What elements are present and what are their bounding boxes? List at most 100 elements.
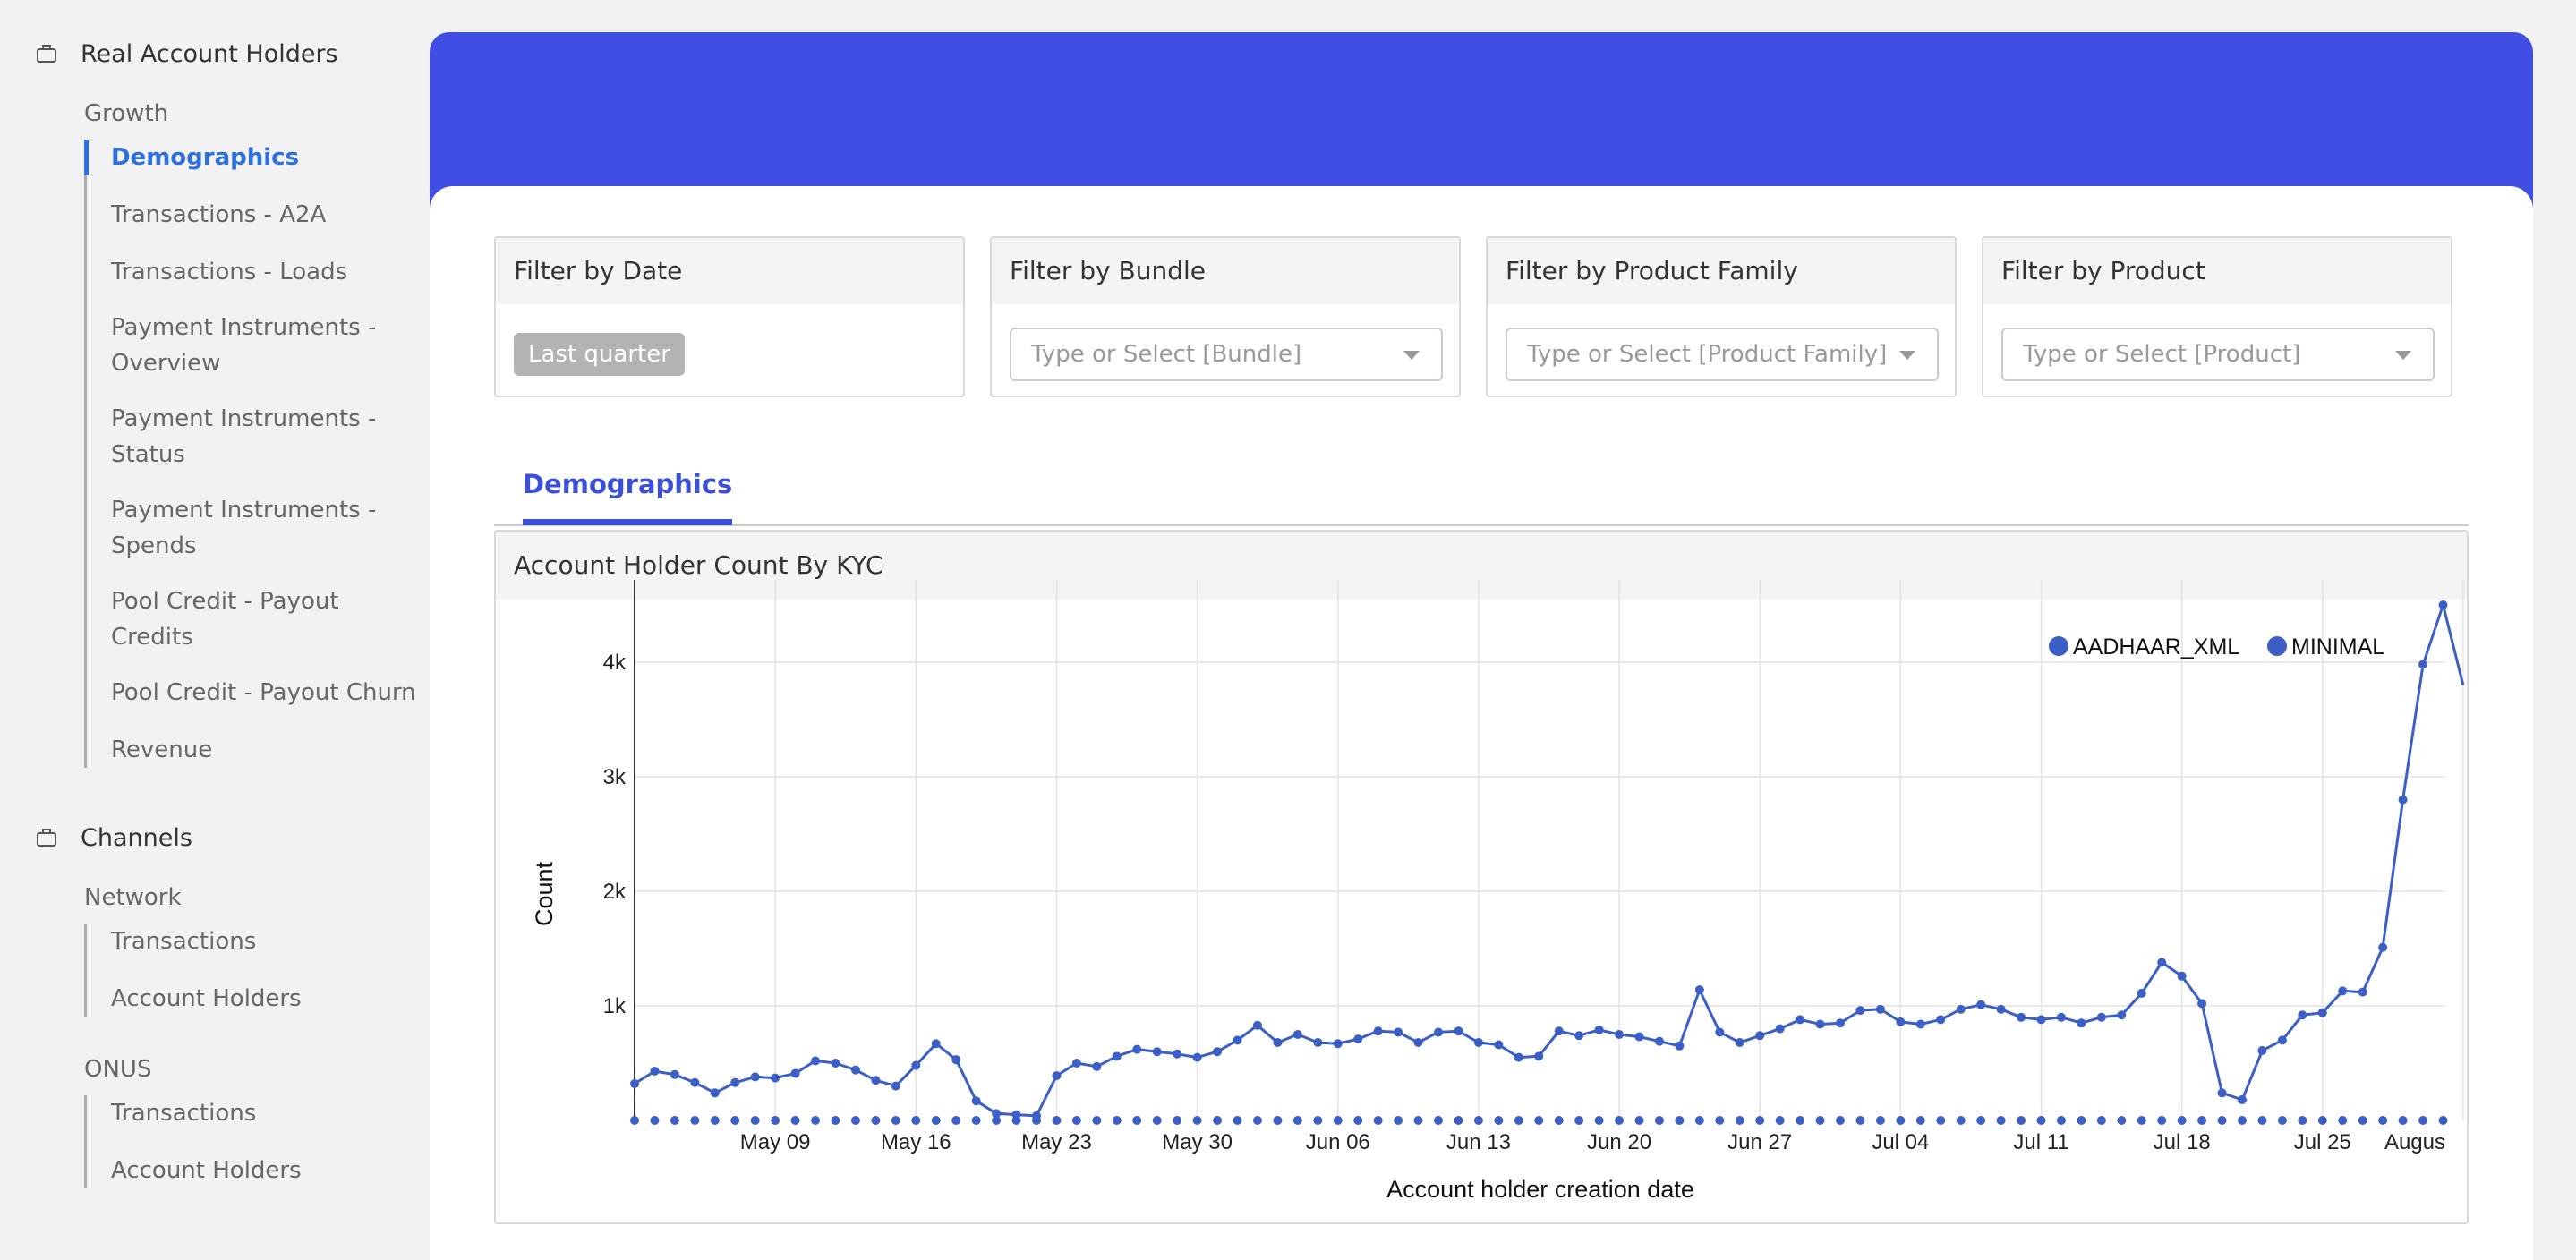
sidebar-item-pool-credit-payout-credits[interactable]: Pool Credit - Payout Credits bbox=[111, 588, 339, 651]
data-point-aadhaar-xml bbox=[1735, 1037, 1744, 1047]
data-point-aadhaar-xml bbox=[1936, 1015, 1946, 1025]
sidebar-item-revenue[interactable]: Revenue bbox=[111, 736, 213, 763]
data-point-minimal bbox=[1092, 1116, 1102, 1125]
tab-bar: Demographics bbox=[494, 447, 2469, 526]
data-point-minimal bbox=[1011, 1116, 1021, 1125]
data-point-aadhaar-xml bbox=[630, 1079, 639, 1089]
filter-title: Filter by Bundle bbox=[992, 238, 1459, 304]
data-point-minimal bbox=[2096, 1116, 2106, 1125]
sidebar-item-payment-instruments-overview[interactable]: Payment Instruments - Overview bbox=[111, 314, 377, 377]
x-tick-label: Jul 18 bbox=[2154, 1130, 2211, 1154]
data-point-aadhaar-xml bbox=[2257, 1045, 2267, 1055]
filter-product-family: Filter by Product Family Type or Select … bbox=[1486, 236, 1957, 397]
filter-title: Filter by Product bbox=[1983, 238, 2451, 304]
data-point-aadhaar-xml bbox=[1896, 1017, 1906, 1026]
product-family-select[interactable]: Type or Select [Product Family] bbox=[1506, 328, 1939, 381]
sidebar-item-payment-instruments-spends[interactable]: Payment Instruments - Spends bbox=[111, 497, 377, 559]
data-point-minimal bbox=[1836, 1116, 1845, 1125]
data-point-minimal bbox=[992, 1116, 1002, 1125]
data-point-aadhaar-xml bbox=[1554, 1026, 1564, 1036]
data-point-aadhaar-xml bbox=[2277, 1035, 2287, 1045]
sidebar-item-transactions-a2a[interactable]: Transactions - A2A bbox=[111, 201, 327, 228]
network-nav-group: Transactions Account Holders bbox=[84, 924, 424, 1017]
data-point-aadhaar-xml bbox=[1434, 1027, 1443, 1037]
data-point-minimal bbox=[1353, 1116, 1363, 1125]
data-point-minimal bbox=[1534, 1116, 1544, 1125]
data-point-aadhaar-xml bbox=[1875, 1004, 1885, 1014]
data-point-aadhaar-xml bbox=[911, 1060, 921, 1070]
data-point-minimal bbox=[1594, 1116, 1604, 1125]
x-tick-label: Jun 06 bbox=[1306, 1130, 1370, 1154]
sidebar-item-network-transactions[interactable]: Transactions bbox=[111, 928, 257, 955]
x-tick-label: May 30 bbox=[1162, 1130, 1233, 1154]
chart-title: Account Holder Count By KYC bbox=[496, 532, 2467, 600]
data-point-minimal bbox=[710, 1116, 720, 1125]
data-point-minimal bbox=[2117, 1116, 2127, 1125]
data-point-minimal bbox=[850, 1116, 860, 1125]
legend-marker-minimal bbox=[2267, 636, 2287, 656]
data-point-minimal bbox=[1394, 1116, 1403, 1125]
data-point-aadhaar-xml bbox=[931, 1039, 941, 1049]
product-select[interactable]: Type or Select [Product] bbox=[2001, 328, 2435, 381]
data-point-minimal bbox=[2257, 1116, 2267, 1125]
data-point-minimal bbox=[630, 1116, 639, 1125]
data-point-minimal bbox=[730, 1116, 740, 1125]
filter-product: Filter by Product Type or Select [Produc… bbox=[1982, 236, 2452, 397]
data-point-minimal bbox=[1313, 1116, 1323, 1125]
data-point-minimal bbox=[2317, 1116, 2327, 1125]
data-point-minimal bbox=[1071, 1116, 1081, 1125]
data-point-aadhaar-xml bbox=[2096, 1012, 2106, 1022]
data-point-minimal bbox=[2177, 1116, 2187, 1125]
data-point-aadhaar-xml bbox=[1071, 1059, 1081, 1068]
data-point-aadhaar-xml bbox=[2238, 1094, 2247, 1104]
data-point-aadhaar-xml bbox=[650, 1066, 660, 1076]
tab-demographics[interactable]: Demographics bbox=[523, 469, 733, 525]
data-point-aadhaar-xml bbox=[1615, 1030, 1625, 1039]
legend-marker-aadhaar-xml bbox=[2049, 636, 2068, 656]
caret-down-icon bbox=[1899, 351, 1915, 360]
sidebar-item-onus-transactions[interactable]: Transactions bbox=[111, 1100, 257, 1127]
data-point-aadhaar-xml bbox=[2298, 1010, 2307, 1020]
x-tick-label: Jun 27 bbox=[1727, 1130, 1792, 1154]
data-point-aadhaar-xml bbox=[1192, 1052, 1202, 1062]
bundle-select[interactable]: Type or Select [Bundle] bbox=[1010, 328, 1443, 381]
section-channels[interactable]: Channels bbox=[36, 818, 192, 857]
data-point-minimal bbox=[1735, 1116, 1744, 1125]
date-chip[interactable]: Last quarter bbox=[514, 333, 685, 376]
sidebar-item-pool-credit-payout-churn[interactable]: Pool Credit - Payout Churn bbox=[111, 679, 416, 706]
x-tick-label: May 23 bbox=[1021, 1130, 1092, 1154]
data-point-aadhaar-xml bbox=[1915, 1019, 1925, 1029]
legend-label-minimal: MINIMAL bbox=[2291, 634, 2384, 660]
data-point-minimal bbox=[771, 1116, 780, 1125]
filter-bundle: Filter by Bundle Type or Select [Bundle] bbox=[990, 236, 1461, 397]
data-point-aadhaar-xml bbox=[2197, 999, 2207, 1009]
data-point-aadhaar-xml bbox=[1514, 1052, 1523, 1062]
data-point-aadhaar-xml bbox=[1494, 1040, 1504, 1050]
sidebar-item-network-account-holders[interactable]: Account Holders bbox=[111, 985, 302, 1012]
x-tick-label: May 09 bbox=[740, 1130, 811, 1154]
data-point-minimal bbox=[1875, 1116, 1885, 1125]
series-line-aadhaar-xml bbox=[634, 603, 2465, 1118]
data-point-aadhaar-xml bbox=[951, 1055, 961, 1065]
data-point-aadhaar-xml bbox=[2398, 795, 2408, 805]
data-point-minimal bbox=[1112, 1116, 1122, 1125]
section-real-account-holders[interactable]: Real Account Holders bbox=[36, 34, 338, 73]
sidebar-item-demographics[interactable]: Demographics bbox=[84, 140, 424, 175]
data-point-minimal bbox=[1915, 1116, 1925, 1125]
data-point-aadhaar-xml bbox=[1574, 1031, 1584, 1041]
data-point-aadhaar-xml bbox=[2317, 1008, 2327, 1017]
data-point-minimal bbox=[1192, 1116, 1202, 1125]
y-tick-label: 4k bbox=[603, 651, 627, 675]
subhead-onus: ONUS bbox=[84, 1056, 152, 1083]
sidebar-item-payment-instruments-status[interactable]: Payment Instruments - Status bbox=[111, 405, 377, 468]
data-point-minimal bbox=[1936, 1116, 1946, 1125]
data-point-minimal bbox=[1413, 1116, 1423, 1125]
data-point-aadhaar-xml bbox=[2117, 1010, 2127, 1020]
sidebar-item-onus-account-holders[interactable]: Account Holders bbox=[111, 1157, 302, 1184]
data-point-minimal bbox=[690, 1116, 700, 1125]
data-point-minimal bbox=[1373, 1116, 1383, 1125]
data-point-minimal bbox=[2358, 1116, 2367, 1125]
main-content: Filter by Date Last quarter Filter by Bu… bbox=[430, 32, 2533, 1260]
sidebar-item-transactions-loads[interactable]: Transactions - Loads bbox=[111, 259, 348, 285]
data-point-aadhaar-xml bbox=[690, 1077, 700, 1087]
